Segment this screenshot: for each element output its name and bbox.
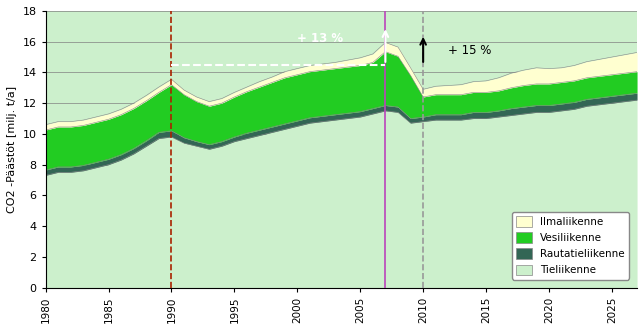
Y-axis label: CO2 -Päästöt [milj. t/a]: CO2 -Päästöt [milj. t/a]	[7, 86, 17, 213]
Text: + 15 %: + 15 %	[448, 44, 491, 57]
Text: + 13 %: + 13 %	[298, 32, 343, 45]
Legend: Ilmaliikenne, Vesiliikenne, Rautatieliikenne, Tieliikenne: Ilmaliikenne, Vesiliikenne, Rautatieliik…	[512, 212, 629, 280]
